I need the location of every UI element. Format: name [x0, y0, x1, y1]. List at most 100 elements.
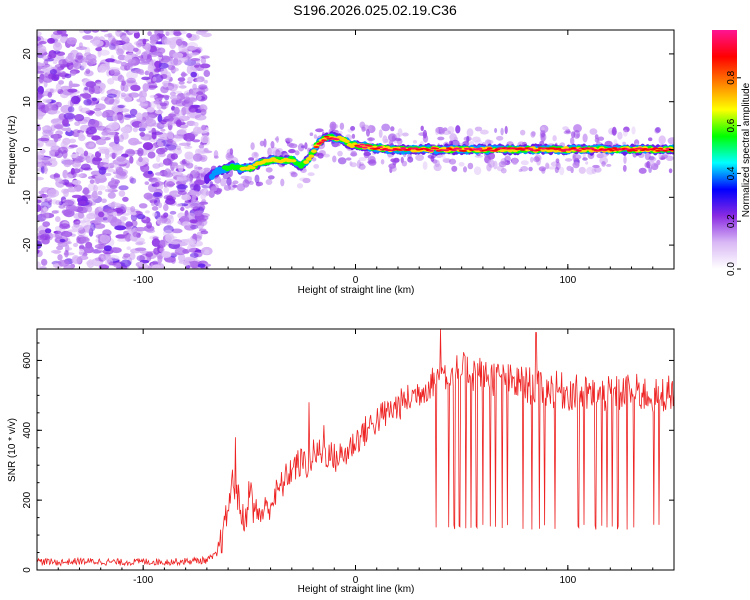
heatmap-noise-blob [186, 41, 199, 51]
heatmap-noise-blob [138, 127, 146, 132]
heatmap-noise-blob [132, 127, 138, 133]
heatmap-side-blob [623, 126, 630, 133]
heatmap-noise-blob [190, 224, 199, 230]
heatmap-side-blob [217, 188, 223, 194]
heatmap-noise-blob [167, 83, 178, 92]
heatmap-noise-blob [166, 37, 177, 45]
heatmap-side-blob [623, 155, 627, 164]
heatmap-side-blob [658, 152, 662, 159]
heatmap-noise-blob [120, 132, 129, 140]
heatmap-side-blob [412, 140, 418, 144]
heatmap-noise-blob [194, 179, 206, 186]
heatmap-side-blob [554, 166, 560, 173]
heatmap-side-blob [253, 152, 258, 157]
heatmap-noise-blob [120, 126, 132, 134]
heatmap-noise-blob [94, 174, 107, 179]
heatmap-side-blob [500, 127, 504, 136]
heatmap-side-blob [599, 156, 609, 165]
heatmap-side-blob [210, 186, 218, 192]
heatmap-y-tick-label: 10 [22, 96, 33, 108]
heatmap-side-blob [302, 177, 311, 184]
heatmap-side-blob [430, 155, 435, 162]
heatmap-noise-blob [53, 173, 61, 178]
heatmap-ridge-cell [486, 147, 493, 150]
heatmap-side-blob [226, 177, 232, 186]
heatmap-noise-blob [126, 44, 136, 53]
heatmap-noise-blob [47, 37, 55, 44]
heatmap-side-blob [240, 175, 249, 180]
heatmap-noise-blob [58, 259, 70, 267]
heatmap-noise-blob [120, 82, 125, 92]
heatmap-noise-blob [180, 58, 188, 63]
heatmap-noise-blob [82, 35, 94, 40]
heatmap-noise-blob [111, 216, 118, 223]
heatmap-noise-blob [161, 251, 172, 258]
heatmap-noise-blob [45, 103, 54, 111]
heatmap-noise-blob [174, 247, 187, 256]
heatmap-ridge-cell [451, 149, 457, 152]
heatmap-noise-blob [189, 34, 200, 41]
heatmap-noise-blob [83, 30, 92, 34]
heatmap-noise-blob [177, 77, 186, 82]
heatmap-noise-blob [63, 252, 75, 256]
heatmap-noise-blob [92, 39, 104, 47]
heatmap-noise-blob [151, 238, 161, 247]
heatmap-noise-blob [151, 202, 156, 207]
heatmap-noise-blob [57, 88, 64, 95]
heatmap-side-blob [392, 158, 397, 166]
heatmap-ridge-cell [535, 149, 541, 152]
heatmap-noise-blob [37, 110, 44, 120]
heatmap-noise-blob [113, 134, 120, 142]
heatmap-noise-blob [37, 234, 49, 241]
heatmap-noise-blob [104, 188, 112, 193]
heatmap-noise-blob [84, 87, 89, 91]
heatmap-side-blob [656, 159, 661, 166]
heatmap-ridge-cell [461, 149, 468, 152]
heatmap-noise-blob [108, 261, 117, 266]
heatmap-noise-blob [126, 77, 136, 84]
heatmap-ridge-cell [456, 147, 462, 150]
heatmap-noise-blob [104, 33, 112, 38]
heatmap-noise-blob [157, 47, 166, 54]
heatmap-side-blob [668, 168, 673, 174]
heatmap-noise-blob [102, 111, 107, 118]
heatmap-noise-blob [76, 46, 88, 51]
heatmap-noise-blob [203, 79, 208, 84]
heatmap-noise-blob [63, 112, 75, 120]
heatmap-noise-blob [154, 181, 160, 188]
heatmap-noise-blob [200, 108, 207, 116]
colorbar-ticks: 0.0 0.2 0.4 0.6 0.8 [726, 70, 741, 276]
heatmap-side-blob [649, 160, 655, 166]
heatmap-side-blob [494, 128, 498, 133]
heatmap-noise-blob [95, 47, 103, 52]
heatmap-noise-blob [152, 212, 158, 217]
chart-title: S196.2026.025.02.19.C36 [293, 2, 457, 18]
heatmap-side-blob [466, 128, 474, 137]
heatmap-noise-blob [147, 64, 154, 72]
heatmap-noise-blob [51, 249, 62, 254]
heatmap-noise-blob [112, 211, 118, 217]
heatmap-side-blob [467, 162, 474, 170]
heatmap-side-blob [313, 164, 320, 169]
heatmap-noise-blob [41, 126, 48, 130]
heatmap-noise-blob [74, 114, 85, 122]
heatmap-side-blob [390, 126, 395, 132]
heatmap-noise-blob [151, 131, 163, 135]
heatmap-noise-blob [149, 40, 157, 44]
heatmap-noise-blob [197, 263, 206, 268]
heatmap-noise-blob [129, 176, 134, 184]
heatmap-noise-blob [178, 85, 187, 89]
heatmap-side-blob [250, 142, 255, 151]
heatmap-noise-blob [154, 172, 163, 176]
heatmap-side-blob [540, 132, 547, 142]
heatmap-noise-blob [159, 102, 167, 107]
heatmap-noise-blob [186, 120, 196, 127]
heatmap-noise-blob [37, 140, 44, 148]
heatmap-noise-blob [151, 122, 163, 127]
heatmap-noise-blob [55, 230, 63, 240]
heatmap-ridge-cell [588, 147, 595, 150]
heatmap-noise-blob [152, 163, 161, 169]
heatmap-noise-blob [105, 152, 110, 160]
heatmap-side-blob [368, 159, 377, 166]
heatmap-side-blob [286, 142, 295, 147]
